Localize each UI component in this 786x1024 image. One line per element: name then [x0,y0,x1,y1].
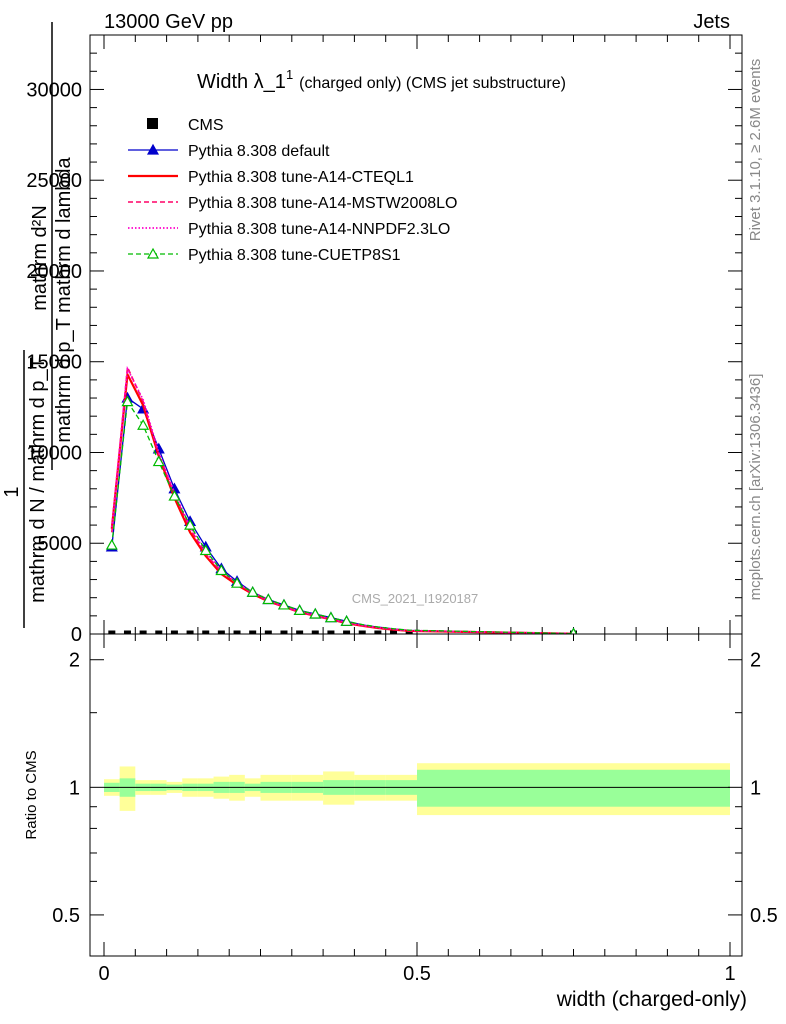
main-ytick-label: 20000 [26,261,82,283]
series-marker [184,518,197,530]
rivet-version-label: Rivet 3.1.10, ≥ 2.6M events [747,59,764,242]
y-label-numerator: mathrm d²N [29,205,51,311]
series-marker [340,615,353,626]
legend-marker-square [147,118,158,129]
ratio-ytick-label: 0.5 [52,905,80,927]
ratio-ytick-label-right: 2 [750,650,761,672]
ratio-ytick-labels: 0.5 0.5 1 1 2 2 [52,650,778,927]
ratio-ytick-label: 2 [69,650,80,672]
main-ytick-label: 10000 [26,442,82,464]
series-marker [246,586,259,597]
series-marker [309,607,322,619]
series-marker [215,564,228,576]
ratio-ytick-label: 1 [69,777,80,799]
legend-entry: Pythia 8.308 tune-CUETP8S1 [128,247,401,264]
main-plot-background [90,35,742,634]
main-plot-ytick-labels: 0 5000 10000 15000 20000 25000 30000 [26,79,82,646]
header-energy-label: 13000 GeV pp [104,11,233,33]
series-marker [152,455,165,467]
legend: CMS Pythia 8.308 default Pythia 8.308 tune… [128,117,457,264]
ratio-xtick-label: 0.5 [403,963,431,985]
ratio-plot-ticks [90,634,742,956]
legend-entry: CMS [147,117,224,134]
series-marker [105,538,118,550]
series-marker [199,544,212,556]
main-ytick-label: 5000 [38,533,83,555]
y-label-outer-denominator: mathrm d N / mathrm d p_T [27,357,49,603]
y-label-denominator: mathrm d p_T mathrm d lambda [53,156,75,442]
legend-marker-triangle [146,143,160,155]
main-plot-ticks [90,35,742,635]
mcplots-source-label: mcplots.cern.ch [arXiv:1306.3436] [747,374,764,601]
main-ytick-label: 15000 [26,352,82,374]
series-marker [262,593,275,605]
analysis-watermark: CMS_2021_I1920187 [352,591,479,606]
ratio-ytick-label-right: 1 [750,777,761,799]
series-marker [121,395,134,407]
ratio-y-axis-label: Ratio to CMS [23,750,40,839]
legend-label: Pythia 8.308 tune-CUETP8S1 [188,247,401,264]
main-ytick-label: 25000 [26,170,82,192]
legend-entry: Pythia 8.308 tune-A14-CTEQL1 [128,169,414,186]
legend-marker-triangle [146,247,160,259]
ratio-ytick-label-right: 0.5 [750,905,778,927]
legend-entry: Pythia 8.308 tune-A14-NNPDF2.3LO [128,221,450,238]
series-marker [293,604,306,616]
series-pythia-8-308-tune-cuetp8s1 [105,395,580,639]
x-axis-label: width (charged-only) [556,988,747,1011]
plot-title-superscript: 1 [286,67,293,82]
ratio-xtick-labels: 0 0.5 1 [98,963,735,985]
series-marker [324,611,337,623]
series-marker [137,419,150,430]
legend-entry: Pythia 8.308 default [128,143,330,160]
y-label-outer-numerator: 1 [1,486,23,497]
ratio-plot-frame [89,633,743,957]
main-ytick-label: 30000 [26,79,82,101]
plot-title-rest: (charged only) (CMS jet substructure) [299,75,566,92]
main-plot-panel: 0 5000 10000 15000 20000 25000 30000 CMS_2021_… [26,34,743,646]
series-marker [168,489,181,501]
legend-label: CMS [188,117,224,134]
plot-title: Width λ_11 (charged only) (CMS jet substr… [197,67,566,93]
header-jets-label: Jets [693,11,730,33]
main-ytick-label: 0 [71,624,82,646]
plot-title-main: Width λ_1 [197,71,286,93]
legend-label: Pythia 8.308 tune-A14-CTEQL1 [188,169,414,186]
ratio-xtick-label: 0 [98,963,109,985]
legend-label: Pythia 8.308 default [188,143,330,160]
ratio-plot-panel: 0.5 0.51 12 2 0 0.5 1 [52,633,778,985]
main-y-axis-label: mathrm d²N mathrm d p_T mathrm d lambda … [1,22,75,628]
series-marker [231,576,244,588]
legend-entry: Pythia 8.308 tune-A14-MSTW2008LO [128,195,457,212]
ratio-stat-uncertainty-band [417,769,730,807]
legend-label: Pythia 8.308 tune-A14-NNPDF2.3LO [188,221,450,238]
series-marker [277,598,290,610]
ratio-xtick-label: 1 [724,963,735,985]
legend-label: Pythia 8.308 tune-A14-MSTW2008LO [188,195,457,212]
